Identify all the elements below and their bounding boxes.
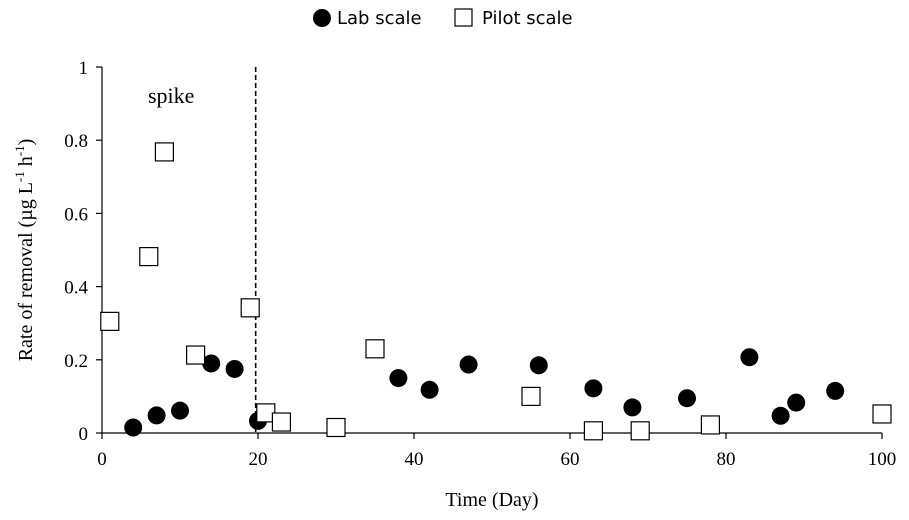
- y-tick-label: 0.4: [64, 278, 88, 299]
- legend-label-lab-scale: Lab scale: [337, 8, 422, 29]
- y-tick-label: 0.6: [64, 204, 88, 225]
- x-tick-label: 60: [561, 449, 580, 470]
- pilot-scale-point: [872, 404, 892, 424]
- x-tick-label: 40: [405, 449, 424, 470]
- y-tick-label: 1: [79, 58, 89, 79]
- legend: Lab scale Pilot scale: [313, 8, 573, 29]
- y-tick-label: 0.8: [64, 131, 88, 152]
- lab-scale-point: [584, 379, 603, 398]
- legend-label-pilot-scale: Pilot scale: [482, 8, 573, 29]
- lab-scale-point: [623, 398, 642, 417]
- legend-marker-lab-scale: [313, 9, 331, 27]
- lab-scale-point: [787, 393, 806, 412]
- pilot-scale-point: [700, 415, 721, 435]
- pilot-scale-point: [326, 417, 346, 438]
- pilot-scale-point: [186, 345, 206, 365]
- y-ticks: 0 0.2 0.4 0.6 0.8 1: [64, 58, 102, 445]
- pilot-scale-point: [240, 298, 260, 318]
- lab-scale-point: [147, 406, 166, 425]
- x-tick-label: 0: [97, 449, 107, 470]
- lab-scale-point: [740, 348, 759, 367]
- pilot-scale-point: [583, 421, 604, 441]
- x-tick-label: 80: [717, 449, 736, 470]
- x-ticks: 0 20 40 60 80 100: [97, 433, 896, 470]
- lab-scale-point: [202, 354, 221, 373]
- x-tick-label: 100: [868, 449, 897, 470]
- pilot-scale-point: [365, 339, 385, 359]
- pilot-scale-point: [139, 246, 159, 267]
- lab-scale-point: [459, 355, 478, 374]
- legend-marker-pilot-scale: [454, 8, 473, 27]
- pilot-scale-point: [271, 412, 291, 432]
- pilot-scale-point: [630, 421, 650, 441]
- pilot-scale-point: [154, 142, 174, 162]
- x-axis-title: Time (Day): [445, 489, 538, 511]
- lab-scale-point: [124, 418, 143, 437]
- data-marks: [100, 142, 892, 441]
- lab-scale-point: [389, 369, 408, 388]
- lab-scale-point: [771, 406, 790, 425]
- spike-annotation: spike: [148, 83, 194, 108]
- lab-scale-point: [420, 380, 439, 399]
- lab-scale-point: [171, 401, 189, 420]
- pilot-scale-point: [100, 311, 120, 331]
- lab-scale-point: [678, 389, 696, 408]
- y-axis-title: Rate of removal (µg L-1 h-1): [12, 139, 37, 362]
- x-tick-label: 20: [249, 449, 268, 470]
- lab-scale-point: [529, 356, 548, 375]
- y-tick-label: 0.2: [64, 351, 88, 372]
- pilot-scale-point: [521, 386, 541, 406]
- y-tick-label: 0: [79, 424, 89, 445]
- lab-scale-point: [225, 359, 244, 378]
- lab-scale-point: [826, 381, 845, 400]
